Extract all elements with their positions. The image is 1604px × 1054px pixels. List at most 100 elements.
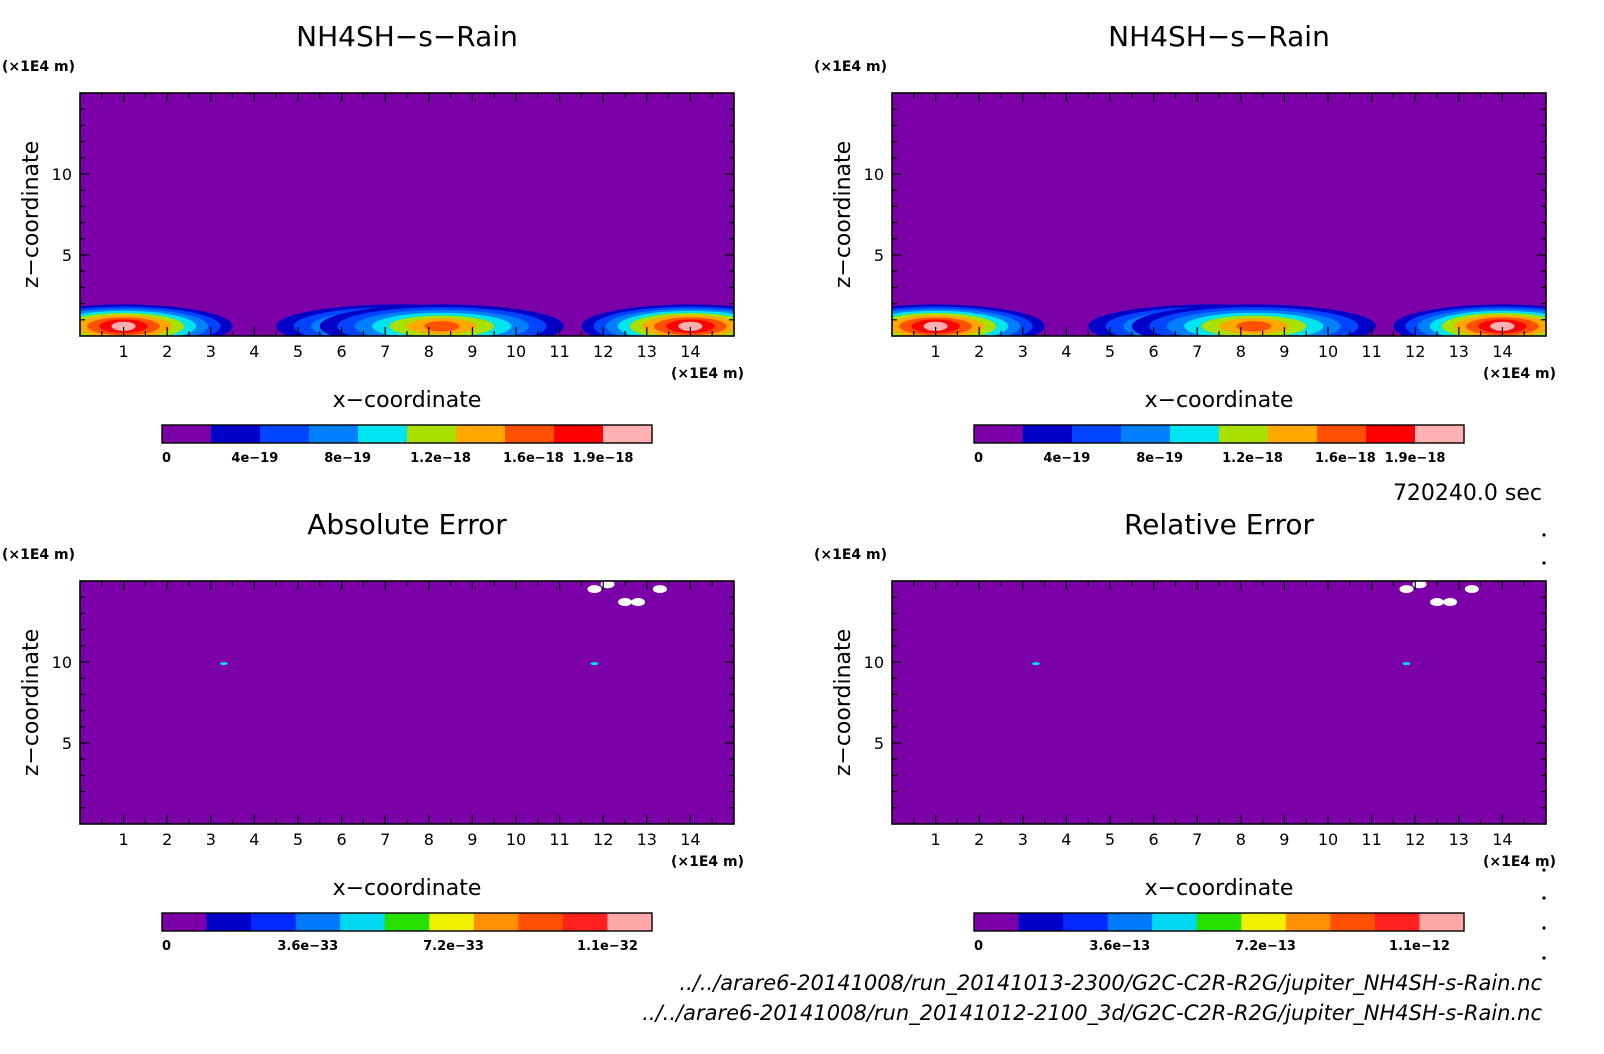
file-path-2: ../../arare6-20141008/run_20141012-2100_… [642,1001,1542,1026]
colorbar-swatch [260,425,310,443]
colorbar-tick-label: 1.9e−18 [1385,451,1446,466]
colorbar-swatch [1121,425,1171,443]
stray-dot [1542,868,1546,872]
heatmap-background [80,93,734,336]
colorbar: 0 4e−19 8e−19 1.2e−18 1.6e−18 1.9e−18 [973,424,1465,466]
x-tick-label: 9 [467,830,477,849]
colorbar-swatch [251,913,297,931]
colorbar-swatch [974,913,1020,931]
x-tick-label: 8 [424,830,434,849]
x-tick-label: 6 [1149,830,1159,849]
missing-data-spot [587,585,602,594]
time-label: 720240.0 sec [1393,481,1542,506]
plot-area [892,581,1546,824]
y-tick-label: 10 [52,653,72,672]
y-unit-label: (×1E4 m) [814,59,887,75]
x-unit-label: (×1E4 m) [1483,854,1556,870]
tick-marks [80,93,734,336]
plot-area [892,93,1546,336]
y-axis-label: z−coordinate [831,141,856,288]
colorbar-swatch [1415,425,1465,443]
x-tick-label: 1 [931,342,941,361]
colorbar-swatch [1366,425,1416,443]
colorbar-swatch [340,913,386,931]
x-tick-label: 13 [1449,830,1469,849]
colorbar-swatch [1419,913,1465,931]
contour-band [111,321,136,331]
contour-feature [1131,304,1376,336]
contour-band [678,321,703,331]
colorbar-swatch [974,425,1024,443]
colorbar-swatch [407,425,457,443]
chart-title: NH4SH−s−Rain [296,20,518,53]
colorbar-swatch [1268,425,1318,443]
x-tick-label: 9 [467,342,477,361]
x-tick-label: 10 [1318,342,1338,361]
colorbar-swatch [1018,913,1064,931]
x-tick-label: 14 [680,342,700,361]
x-tick-label: 7 [380,342,390,361]
heatmap-background [80,581,734,824]
x-tick-label: 11 [1361,830,1381,849]
x-tick-label: 8 [1236,830,1246,849]
x-tick-label: 2 [162,342,172,361]
colorbar-tick-label: 1.2e−18 [410,451,471,466]
colorbar-swatch [384,913,430,931]
tick-marks [892,581,1546,824]
x-tick-label: 9 [1279,342,1289,361]
y-unit-label: (×1E4 m) [2,547,75,563]
x-tick-label: 12 [1405,830,1425,849]
x-tick-label: 13 [637,830,657,849]
colorbar-swatch [1219,425,1269,443]
x-tick-label: 14 [1492,830,1512,849]
panel-2: NH4SH−s−Rain(×1E4 m)1 2 3 4 5 6 7 8 9 10 11 12 13 145… [814,20,1556,466]
colorbar-swatch [358,425,408,443]
missing-data-spot [631,598,646,607]
x-tick-label: 5 [293,830,303,849]
colorbar-swatch [1374,913,1420,931]
colorbar: 0 4e−19 8e−19 1.2e−18 1.6e−18 1.9e−18 [161,424,653,466]
y-tick-label: 5 [62,246,72,265]
tick-marks [80,581,734,824]
colorbar-tick-label: 8e−19 [324,451,371,466]
x-tick-label: 11 [1361,342,1381,361]
panel-4: Relative Error(×1E4 m)1 2 3 4 5 6 7 8 9 10 11 12 13 1… [814,508,1556,954]
heatmap-background [892,93,1546,336]
x-axis-label: x−coordinate [333,388,482,413]
colorbar-swatch [518,913,564,931]
missing-data-spot [1399,585,1414,594]
missing-data-spot [1430,598,1444,607]
x-tick-label: 12 [593,342,613,361]
plot-area [80,93,734,336]
x-tick-label: 5 [293,342,303,361]
colorbar-swatch [607,913,653,931]
x-tick-label: 13 [1449,342,1469,361]
x-tick-label: 7 [1192,342,1202,361]
x-tick-label: 3 [1018,830,1028,849]
colorbar-swatch [554,425,604,443]
colorbar-tick-label: 0 [162,939,171,954]
small-value-spot [590,662,599,666]
x-tick-label: 13 [637,342,657,361]
colorbar-swatch [1241,913,1287,931]
x-tick-label: 14 [1492,342,1512,361]
x-tick-label: 3 [206,830,216,849]
colorbar-swatch [473,913,519,931]
y-unit-label: (×1E4 m) [2,59,75,75]
x-tick-label: 11 [549,830,569,849]
colorbar-swatch [162,913,208,931]
x-axis-label: x−coordinate [333,876,482,901]
missing-data-spot [618,598,632,607]
colorbar-swatch [1152,913,1198,931]
x-tick-label: 8 [1236,342,1246,361]
colorbar-swatch [309,425,359,443]
x-tick-label: 7 [1192,830,1202,849]
colorbar: 0 3.6e−13 7.2e−13 1.1e−12 [973,912,1465,954]
colorbar-tick-label: 3.6e−13 [1089,939,1150,954]
small-value-spot [1031,662,1040,666]
contour-band [923,321,948,331]
x-tick-label: 2 [162,830,172,849]
colorbar-swatch [1285,913,1331,931]
contour-band [424,321,460,332]
